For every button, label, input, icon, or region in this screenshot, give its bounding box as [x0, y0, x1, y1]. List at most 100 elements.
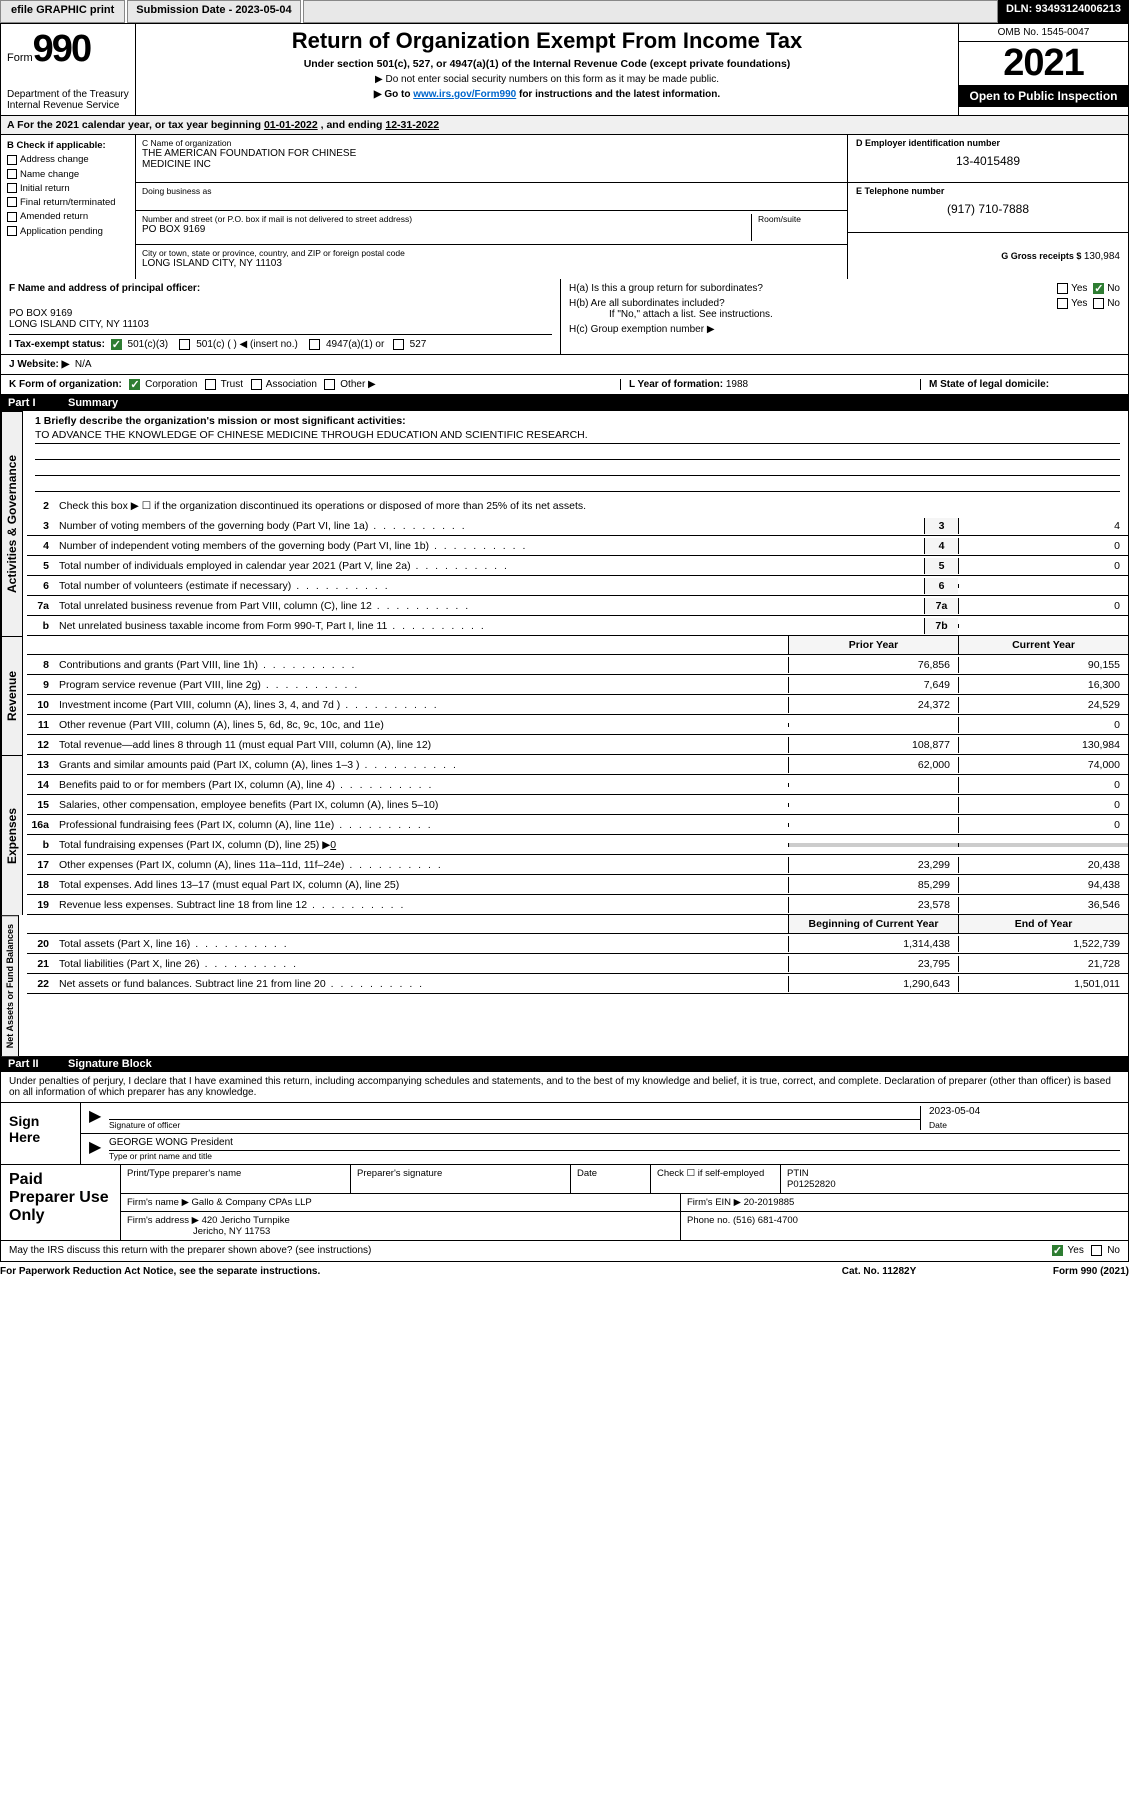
- l7b-box: 7b: [924, 618, 958, 634]
- name-title-label: Type or print name and title: [109, 1151, 1120, 1161]
- cb-final-return[interactable]: [7, 197, 17, 207]
- l16b-curr: [958, 843, 1128, 847]
- lbl-501c: 501(c) ( ) ◀ (insert no.): [196, 339, 298, 350]
- org-name-1: THE AMERICAN FOUNDATION FOR CHINESE: [142, 148, 841, 159]
- l5-box: 5: [924, 558, 958, 574]
- l10-curr: 24,529: [958, 697, 1128, 713]
- l16b-prior: [788, 843, 958, 847]
- l7a-text: Total unrelated business revenue from Pa…: [55, 598, 924, 614]
- l14-prior: [788, 783, 958, 787]
- firm-ein-label: Firm's EIN ▶: [687, 1197, 741, 1208]
- sig-date-label: Date: [929, 1120, 1120, 1130]
- l17-text: Other expenses (Part IX, column (A), lin…: [55, 857, 788, 873]
- l20-beg: 1,314,438: [788, 936, 958, 952]
- l13-text: Grants and similar amounts paid (Part IX…: [55, 757, 788, 773]
- ha-label: H(a) Is this a group return for subordin…: [569, 283, 1054, 294]
- firm-name: Gallo & Company CPAs LLP: [192, 1197, 312, 1208]
- cb-501c3[interactable]: [111, 339, 122, 350]
- cb-4947[interactable]: [309, 339, 320, 350]
- l2-text: Check this box ▶ ☐ if the organization d…: [55, 498, 1128, 514]
- cb-other[interactable]: [324, 379, 335, 390]
- cb-501c[interactable]: [179, 339, 190, 350]
- officer-sig-line: [109, 1106, 920, 1120]
- period-mid: , and ending: [321, 119, 386, 131]
- mission-block: 1 Briefly describe the organization's mi…: [27, 411, 1128, 496]
- cb-ha-no[interactable]: [1093, 283, 1104, 294]
- cb-discuss-no[interactable]: [1091, 1245, 1102, 1256]
- phone-value: (917) 710-7888: [856, 202, 1120, 216]
- form-990-num: 990: [33, 28, 90, 70]
- l19-text: Revenue less expenses. Subtract line 18 …: [55, 897, 788, 913]
- k-label: K Form of organization:: [9, 379, 122, 390]
- prep-date-hdr: Date: [571, 1165, 651, 1193]
- cb-527[interactable]: [393, 339, 404, 350]
- cb-address-change[interactable]: [7, 155, 17, 165]
- l10-prior: 24,372: [788, 697, 958, 713]
- name-column: C Name of organization THE AMERICAN FOUN…: [136, 135, 848, 279]
- check-b-column: B Check if applicable: Address change Na…: [1, 135, 136, 279]
- efile-print-button[interactable]: efile GRAPHIC print: [0, 0, 125, 23]
- cb-discuss-yes[interactable]: [1052, 1245, 1063, 1256]
- cb-initial-return[interactable]: [7, 183, 17, 193]
- l11-text: Other revenue (Part VIII, column (A), li…: [55, 717, 788, 733]
- dln-label: DLN: 93493124006213: [998, 0, 1129, 23]
- subtitle-3: ▶ Go to www.irs.gov/Form990 for instruct…: [146, 89, 948, 100]
- officer-name: GEORGE WONG President: [109, 1137, 1120, 1151]
- l16a-prior: [788, 823, 958, 827]
- l19-curr: 36,546: [958, 897, 1128, 913]
- lbl-discuss-no: No: [1107, 1246, 1120, 1257]
- l8-curr: 90,155: [958, 657, 1128, 673]
- prep-selfemp: Check ☐ if self-employed: [651, 1165, 781, 1193]
- cb-assoc[interactable]: [251, 379, 262, 390]
- lbl-initial: Initial return: [20, 183, 70, 194]
- check-b-header: B Check if applicable:: [7, 139, 129, 153]
- cb-trust[interactable]: [205, 379, 216, 390]
- cb-hb-yes[interactable]: [1057, 298, 1068, 309]
- l20-text: Total assets (Part X, line 16): [55, 936, 788, 952]
- part2-header: Part II Signature Block: [0, 1056, 1129, 1072]
- e-label: E Telephone number: [856, 186, 1120, 196]
- hdr-prior: Prior Year: [788, 636, 958, 654]
- form-no-footer: Form 990 (2021): [979, 1266, 1129, 1277]
- website-value: N/A: [75, 359, 92, 370]
- l4-text: Number of independent voting members of …: [55, 538, 924, 554]
- l22-beg: 1,290,643: [788, 976, 958, 992]
- prep-name-hdr: Print/Type preparer's name: [121, 1165, 351, 1193]
- summary-exp: Expenses 13Grants and similar amounts pa…: [0, 755, 1129, 915]
- l15-prior: [788, 803, 958, 807]
- lbl-amended: Amended return: [20, 211, 88, 222]
- bottom-line: For Paperwork Reduction Act Notice, see …: [0, 1262, 1129, 1281]
- l7a-val: 0: [958, 598, 1128, 614]
- firm-addr2: Jericho, NY 11753: [193, 1226, 270, 1237]
- city-label: City or town, state or province, country…: [142, 248, 841, 258]
- klm-row: K Form of organization: Corporation Trus…: [0, 375, 1129, 395]
- omb-number: OMB No. 1545-0047: [959, 24, 1128, 42]
- lbl-hb-no: No: [1107, 298, 1120, 309]
- hdr-end: End of Year: [958, 915, 1128, 933]
- l9-text: Program service revenue (Part VIII, line…: [55, 677, 788, 693]
- cb-ha-yes[interactable]: [1057, 283, 1068, 294]
- l21-end: 21,728: [958, 956, 1128, 972]
- cb-name-change[interactable]: [7, 169, 17, 179]
- cat-no: Cat. No. 11282Y: [779, 1266, 979, 1277]
- addr-label: Number and street (or P.O. box if mail i…: [142, 214, 751, 224]
- cb-application[interactable]: [7, 226, 17, 236]
- l16a-text: Professional fundraising fees (Part IX, …: [55, 817, 788, 833]
- period-end: 12-31-2022: [385, 119, 439, 131]
- cb-amended[interactable]: [7, 212, 17, 222]
- cb-corp[interactable]: [129, 379, 140, 390]
- l13-curr: 74,000: [958, 757, 1128, 773]
- section-netassets: Net Assets or Fund Balances: [1, 915, 19, 1056]
- lbl-assoc: Association: [266, 379, 317, 390]
- l3-val: 4: [958, 518, 1128, 534]
- mission-blank-3: [35, 476, 1120, 492]
- bcd-block: B Check if applicable: Address change Na…: [0, 135, 1129, 279]
- irs-link[interactable]: www.irs.gov/Form990: [413, 89, 516, 100]
- mission-blank-1: [35, 444, 1120, 460]
- j-row: J Website: ▶ N/A: [0, 355, 1129, 375]
- firm-phone-label: Phone no.: [687, 1215, 730, 1226]
- discuss-question: May the IRS discuss this return with the…: [9, 1245, 1050, 1256]
- firm-phone: (516) 681-4700: [733, 1215, 798, 1226]
- section-governance: Activities & Governance: [1, 411, 23, 636]
- cb-hb-no[interactable]: [1093, 298, 1104, 309]
